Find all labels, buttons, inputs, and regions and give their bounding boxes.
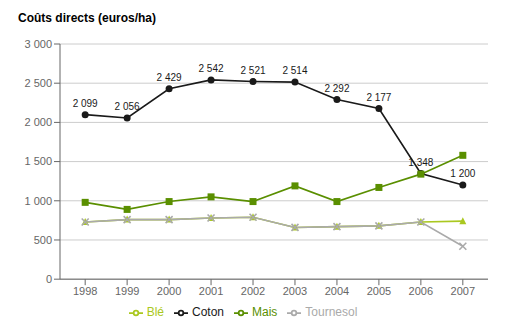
svg-text:1 500: 1 500 [24, 155, 52, 167]
svg-text:1999: 1999 [115, 285, 139, 297]
svg-text:2 177: 2 177 [366, 92, 391, 103]
svg-text:2 429: 2 429 [157, 72, 182, 83]
html-text:Coûts directs (euros/ha): Coûts directs (euros/ha) [18, 11, 156, 25]
svg-text:1 200: 1 200 [450, 168, 475, 179]
svg-text:2004: 2004 [325, 285, 349, 297]
svg-text:2 500: 2 500 [24, 77, 52, 89]
svg-text:3 000: 3 000 [24, 38, 52, 50]
svg-text:1 000: 1 000 [24, 195, 52, 207]
svg-text:2006: 2006 [409, 285, 433, 297]
html-text:Mais: Mais [252, 305, 278, 320]
svg-text:2 521: 2 521 [241, 65, 266, 76]
svg-text:2 542: 2 542 [199, 63, 224, 74]
html-text:Tournesol: Tournesol [305, 305, 358, 320]
svg-text:2003: 2003 [283, 285, 307, 297]
html-text:Coton: Coton [192, 305, 224, 320]
svg-text:500: 500 [34, 234, 52, 246]
svg-text:2 514: 2 514 [282, 65, 307, 76]
svg-text:1 348: 1 348 [408, 157, 433, 168]
svg-text:2000: 2000 [157, 285, 181, 297]
svg-text:2001: 2001 [199, 285, 223, 297]
svg-text:2 099: 2 099 [73, 98, 98, 109]
svg-text:2005: 2005 [367, 285, 391, 297]
svg-text:0: 0 [46, 273, 52, 285]
svg-text:2 000: 2 000 [24, 116, 52, 128]
html-text:Blé: Blé [146, 305, 164, 320]
svg-text:1998: 1998 [73, 285, 97, 297]
svg-text:2007: 2007 [451, 285, 475, 297]
svg-text:2 056: 2 056 [115, 101, 140, 112]
svg-text:2002: 2002 [241, 285, 265, 297]
svg-text:2 292: 2 292 [324, 83, 349, 94]
